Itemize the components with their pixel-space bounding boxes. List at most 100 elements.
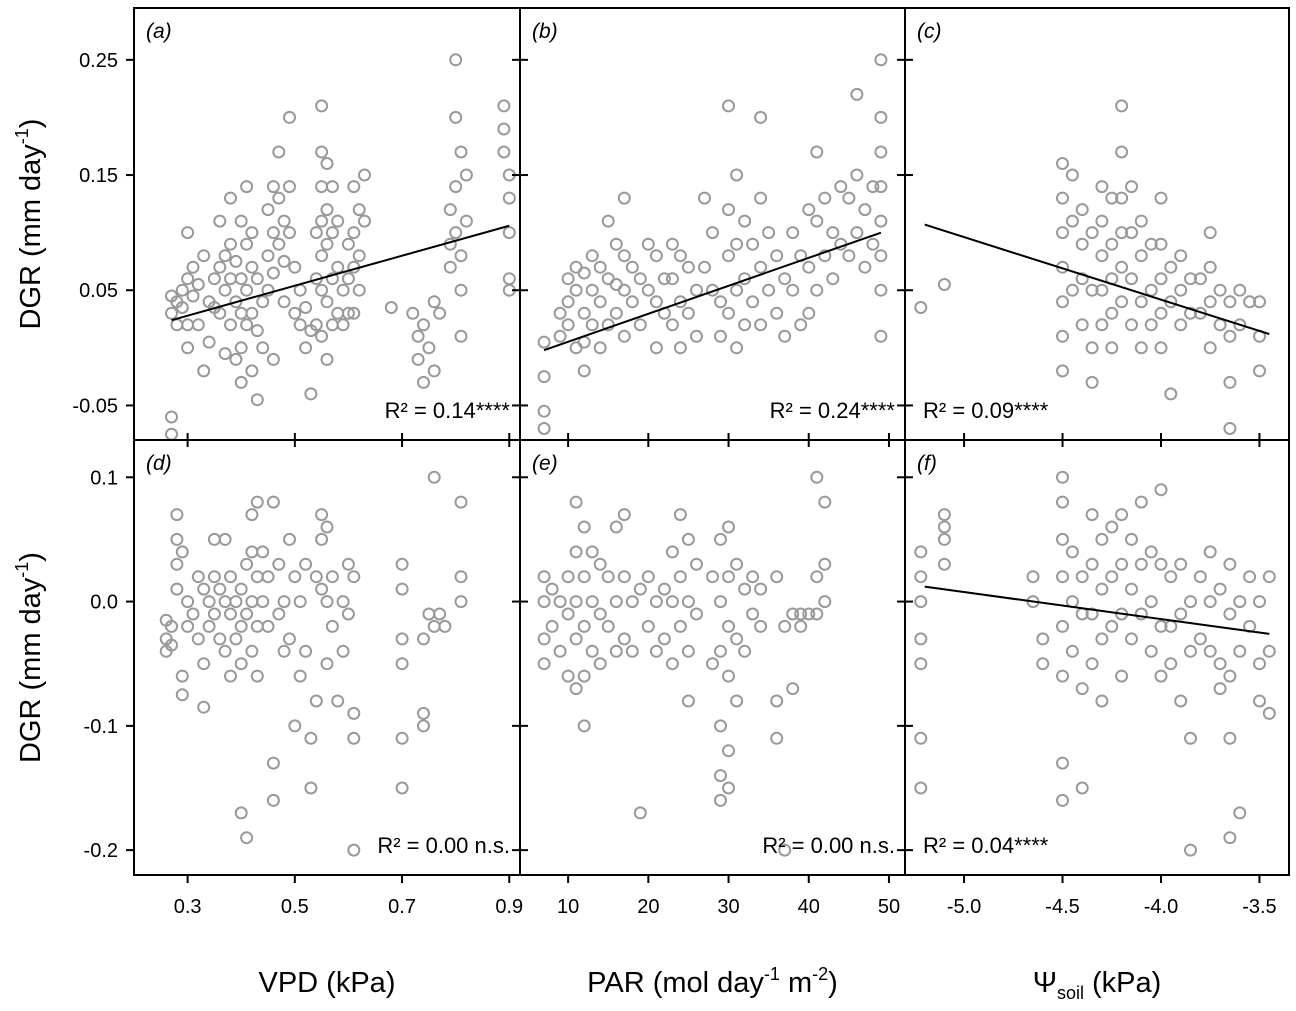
data-point — [585, 318, 599, 332]
data-point — [277, 295, 291, 309]
data-point — [561, 607, 575, 621]
data-point — [593, 295, 607, 309]
data-point — [770, 306, 784, 320]
data-point — [341, 607, 355, 621]
x-tick-label: 0.3 — [174, 896, 202, 918]
data-point — [191, 278, 205, 291]
data-point — [181, 226, 195, 240]
x-tick-label: 30 — [717, 896, 739, 918]
data-point — [818, 495, 832, 509]
data-point — [625, 295, 639, 309]
data-point — [1193, 632, 1207, 646]
data-point — [858, 260, 872, 274]
x-tick-label: -4.5 — [1045, 896, 1079, 918]
data-point — [250, 272, 264, 286]
data-point — [283, 532, 296, 546]
data-point — [593, 557, 607, 571]
data-point — [411, 329, 425, 343]
data-point — [553, 306, 567, 320]
data-point — [1056, 619, 1069, 633]
data-point — [746, 570, 760, 584]
data-point — [245, 508, 259, 522]
data-point — [202, 595, 216, 609]
data-point — [293, 669, 307, 683]
regression-line — [543, 231, 882, 352]
data-point — [657, 582, 671, 596]
data-point — [417, 706, 430, 720]
data-point — [714, 295, 727, 309]
data-point — [1184, 843, 1197, 857]
data-point — [617, 283, 631, 297]
data-point — [1223, 375, 1237, 389]
data-point — [165, 427, 178, 441]
data-point — [569, 283, 583, 297]
data-point — [1085, 341, 1099, 355]
data-point — [778, 619, 792, 633]
data-point — [213, 632, 227, 646]
data-point — [1056, 669, 1069, 683]
data-point — [1154, 191, 1168, 205]
r-squared-label: R² = 0.04**** — [923, 833, 1049, 858]
data-point — [561, 570, 575, 584]
data-point — [778, 272, 792, 286]
regression-line — [924, 585, 1270, 635]
data-point — [320, 157, 334, 170]
x-axis-title: Ψsoil (kPa) — [1033, 967, 1162, 1003]
data-point — [304, 781, 318, 795]
data-point — [714, 793, 727, 807]
data-point — [1144, 644, 1158, 658]
data-point — [1223, 422, 1237, 435]
y-tick-label: 0.1 — [90, 467, 118, 489]
data-point — [1193, 570, 1207, 584]
data-point — [213, 582, 227, 596]
data-point — [818, 249, 832, 263]
data-point — [641, 237, 655, 251]
data-point — [1233, 595, 1247, 609]
data-point — [218, 532, 232, 546]
data-point — [818, 191, 832, 205]
data-point — [746, 295, 760, 309]
data-point — [914, 781, 928, 795]
data-point — [266, 180, 280, 194]
data-point — [240, 283, 254, 297]
data-point — [218, 595, 232, 609]
data-point — [770, 694, 784, 708]
data-point — [1184, 272, 1197, 286]
y-tick-label: -0.05 — [72, 395, 118, 417]
data-point — [293, 595, 307, 609]
y-tick-label: 0.15 — [79, 165, 118, 187]
data-point — [1134, 249, 1148, 263]
data-point — [336, 595, 350, 609]
data-point — [459, 214, 473, 228]
data-point — [866, 237, 880, 251]
x-axis-title-part: ) — [828, 967, 838, 999]
data-point — [722, 781, 735, 795]
data-point — [754, 582, 768, 596]
data-point — [593, 657, 607, 671]
panel-frame — [904, 439, 1290, 876]
data-point — [1223, 669, 1237, 683]
y-tick-label: -0.1 — [84, 716, 118, 738]
data-point — [309, 570, 323, 584]
data-point — [315, 508, 329, 522]
data-point — [1115, 557, 1129, 571]
data-point — [633, 806, 647, 820]
data-point — [1075, 318, 1089, 332]
data-point — [266, 793, 280, 807]
data-point — [170, 557, 184, 571]
data-point — [175, 688, 189, 702]
data-point — [1075, 781, 1089, 795]
data-point — [673, 295, 687, 309]
data-point — [1115, 191, 1129, 205]
regression-line — [171, 224, 510, 322]
data-point — [256, 341, 270, 355]
data-point — [1134, 341, 1148, 355]
x-axis-title-part: m — [780, 967, 812, 999]
data-point — [170, 532, 184, 546]
data-point — [722, 203, 735, 217]
data-point — [320, 595, 334, 609]
data-point — [569, 545, 583, 559]
data-point — [170, 318, 184, 332]
data-point — [1085, 657, 1099, 671]
